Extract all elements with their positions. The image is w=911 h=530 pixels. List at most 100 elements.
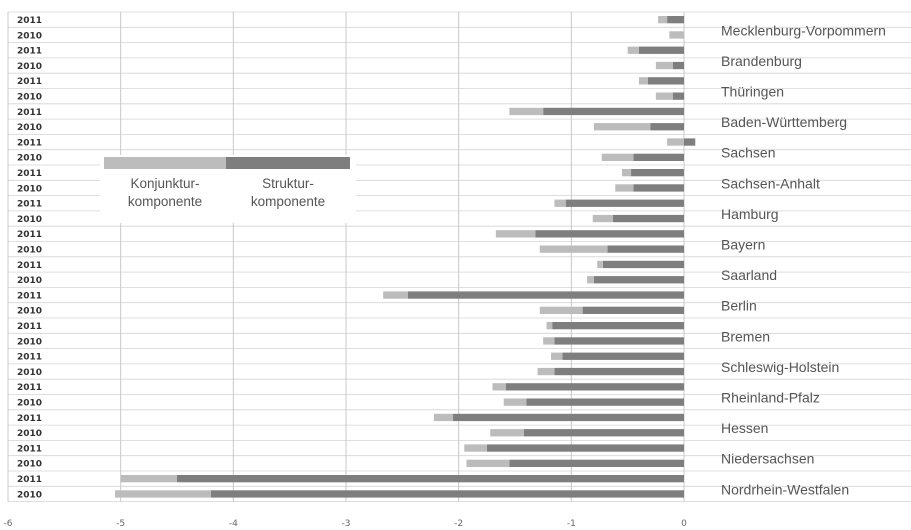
konjunktur-bar (433, 413, 454, 422)
konjunktur-bar (509, 107, 544, 116)
konjunktur-bar (615, 184, 634, 192)
konjunktur-bar (587, 276, 594, 284)
year-label: 2010 (17, 154, 42, 164)
struktur-bar (633, 153, 684, 161)
year-label: 2011 (17, 261, 42, 271)
state-label: Saarland (721, 267, 777, 283)
konjunktur-bar (669, 31, 684, 39)
year-label: 2011 (17, 291, 42, 301)
year-label: 2010 (17, 337, 42, 347)
konjunktur-bar (120, 475, 177, 483)
year-label: 2011 (17, 77, 42, 87)
struktur-bar (565, 199, 684, 207)
x-tick-label: -1 (567, 519, 576, 529)
state-label: Thüringen (721, 84, 784, 100)
year-label: 2010 (17, 184, 42, 194)
state-label: Schleswig-Holstein (721, 359, 839, 375)
state-label: Bayern (721, 237, 765, 253)
struktur-bar (672, 61, 684, 70)
state-label: Bremen (721, 328, 770, 344)
konjunktur-bar (546, 322, 553, 330)
struktur-bar (524, 429, 684, 437)
konjunktur-bar (667, 138, 684, 146)
legend-swatch-struktur (226, 157, 350, 169)
legend-swatch-konjunktur (104, 157, 226, 169)
state-label: Hessen (721, 420, 768, 436)
struktur-bar (638, 46, 684, 54)
struktur-bar (631, 169, 684, 177)
x-axis-ticks: -6 -5 -4 -3 -2 -1 0 (4, 519, 688, 529)
konjunktur-bar (115, 490, 211, 498)
year-label: 2010 (17, 490, 42, 500)
legend-label-struktur: komponente (251, 194, 325, 209)
state-label: Mecklenburg-Vorpommern (721, 22, 886, 38)
year-label: 2010 (17, 368, 42, 378)
konjunktur-bar (492, 383, 506, 391)
struktur-bar (602, 260, 684, 269)
year-label: 2010 (17, 31, 42, 41)
state-label: Brandenburg (721, 53, 802, 69)
struktur-bar (607, 245, 684, 253)
year-label: 2011 (17, 108, 42, 118)
state-label: Baden-Württemberg (721, 114, 847, 130)
x-tick-label: 0 (681, 519, 687, 529)
state-label: Nordrhein-Westfalen (721, 481, 849, 497)
struktur-bar (613, 214, 684, 223)
struktur-bar (505, 383, 684, 391)
konjunktur-bar (658, 16, 668, 24)
state-label: Sachsen-Anhalt (721, 175, 820, 191)
konjunktur-bar (593, 123, 651, 131)
year-label: 2011 (17, 353, 42, 363)
konjunktur-bar (592, 214, 614, 223)
konjunktur-bar (638, 77, 648, 85)
konjunktur-bar (537, 367, 555, 376)
struktur-bar (554, 337, 684, 345)
konjunktur-bar (655, 61, 673, 70)
year-label: 2011 (17, 475, 42, 485)
x-tick-label: -5 (116, 519, 125, 529)
year-label: 2011 (17, 16, 42, 26)
year-label: 2011 (17, 169, 42, 179)
year-label: 2011 (17, 444, 42, 454)
konjunktur-bar (466, 459, 510, 467)
state-label: Berlin (721, 298, 757, 314)
legend-label-konjunktur: Konjunktur- (130, 176, 199, 191)
legend: Konjunktur-komponente Struktur-komponente (100, 155, 356, 223)
struktur-bar (407, 291, 684, 299)
year-label: 2011 (17, 414, 42, 424)
legend-label-struktur: Struktur- (262, 176, 314, 191)
konjunktur-bar (495, 230, 536, 238)
konjunktur-bar (597, 260, 603, 269)
struktur-bar (684, 138, 696, 146)
year-label: 2010 (17, 307, 42, 317)
state-label: Sachsen (721, 145, 775, 161)
year-label: 2010 (17, 429, 42, 439)
struktur-bar (647, 77, 684, 85)
struktur-bar (543, 107, 684, 116)
konjunktur-bar (539, 245, 608, 253)
konjunktur-bar (622, 169, 632, 177)
konjunktur-bar (551, 352, 563, 360)
year-label: 2011 (17, 230, 42, 240)
state-label: Niedersachsen (721, 451, 814, 467)
konjunktur-bar (601, 153, 634, 161)
struktur-bar (667, 16, 684, 24)
year-label: 2011 (17, 47, 42, 57)
year-label: 2011 (17, 138, 42, 148)
legend-label-konjunktur: komponente (128, 194, 202, 209)
struktur-bar (535, 230, 684, 238)
struktur-bar (509, 459, 684, 467)
year-label: 2010 (17, 215, 42, 225)
year-label: 2010 (17, 460, 42, 470)
struktur-bar (210, 490, 685, 498)
struktur-bar (526, 398, 684, 406)
year-label: 2010 (17, 399, 42, 409)
row-labels: 2011 2010 2011 2010 2011 2010 2011 2010 2011 2010… (17, 16, 886, 500)
state-label: Rheinland-Pfalz (721, 390, 820, 406)
x-tick-label: -2 (454, 519, 463, 529)
konjunktur-bar (383, 291, 408, 299)
struktur-bar (552, 322, 684, 330)
struktur-bar (582, 306, 684, 314)
year-label: 2010 (17, 276, 42, 286)
